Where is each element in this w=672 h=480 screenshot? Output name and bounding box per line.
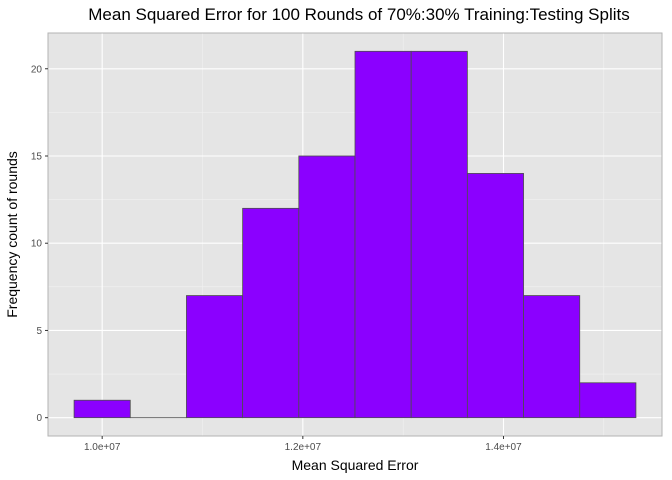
histogram-bar-5 xyxy=(298,155,356,419)
x-axis-title: Mean Squared Error xyxy=(292,457,419,473)
histogram-bar-3 xyxy=(186,295,244,419)
y-tick-label: 15 xyxy=(31,151,43,162)
histogram-bar-4 xyxy=(242,207,300,419)
histogram-bars xyxy=(73,50,637,419)
panel-border xyxy=(47,32,663,437)
histogram-bar-10 xyxy=(579,382,637,419)
histogram-bar-9 xyxy=(523,295,581,419)
x-tick-label: 1.4e+07 xyxy=(485,442,522,453)
x-tick-label: 1.2e+07 xyxy=(285,442,322,453)
y-tick-label: 5 xyxy=(36,326,42,337)
y-tick-label: 10 xyxy=(31,239,43,250)
x-tick-label: 1.0e+07 xyxy=(84,442,121,453)
histogram-bar-6 xyxy=(354,50,412,419)
x-axis-ticks: 1.0e+07 1.2e+07 1.4e+07 xyxy=(84,436,522,453)
y-tick-label: 20 xyxy=(31,64,43,75)
y-axis-ticks: 0 5 10 15 20 xyxy=(31,64,48,424)
y-axis-title: Frequency count of rounds xyxy=(4,151,20,318)
histogram-bar-8 xyxy=(466,173,524,419)
y-tick-label: 0 xyxy=(36,413,42,424)
chart-title: Mean Squared Error for 100 Rounds of 70%… xyxy=(88,5,629,24)
histogram-bar-7 xyxy=(410,50,468,419)
histogram-bar-1 xyxy=(73,399,131,419)
